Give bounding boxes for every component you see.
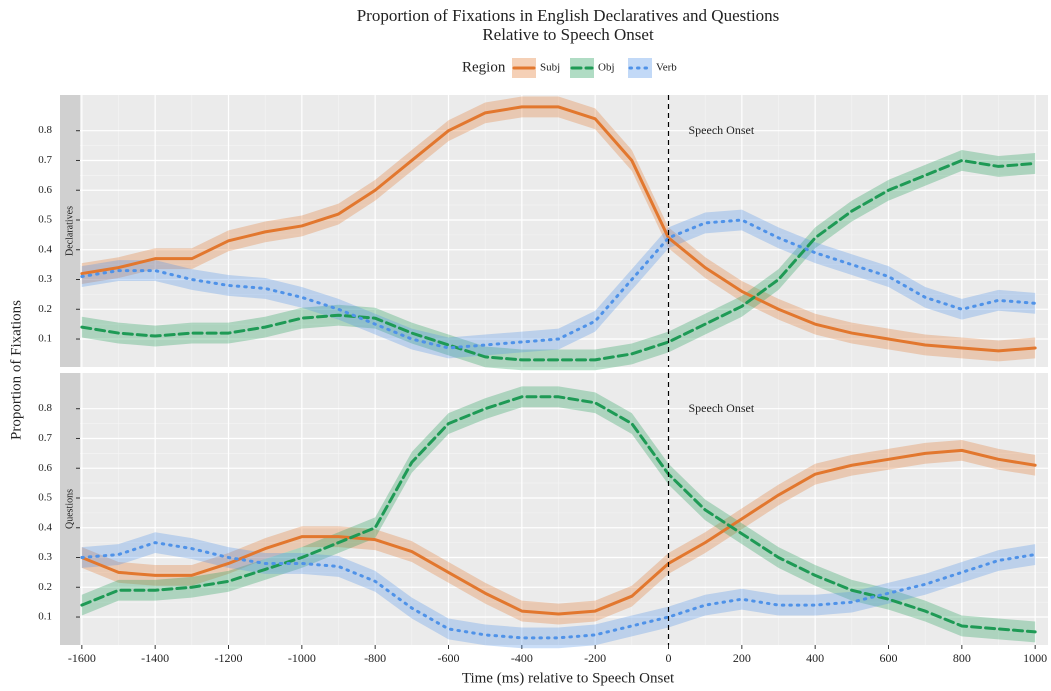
x-tick-label: -1400 bbox=[141, 651, 169, 665]
x-tick-label: 400 bbox=[806, 651, 824, 665]
x-tick-label: 0 bbox=[666, 651, 672, 665]
y-tick-label: 0.3 bbox=[38, 551, 52, 563]
y-tick-label: 0.8 bbox=[38, 402, 52, 414]
chart-subtitle: Relative to Speech Onset bbox=[482, 25, 654, 44]
facet-label: Questions bbox=[64, 489, 75, 529]
y-tick-label: 0.8 bbox=[38, 124, 52, 136]
ribbon bbox=[81, 532, 1036, 649]
series-line bbox=[80, 395, 1037, 634]
y-tick-label: 0.6 bbox=[38, 462, 52, 474]
facet-label: Declaratives bbox=[64, 206, 75, 256]
ribbon bbox=[81, 96, 1036, 362]
legend-label: Obj bbox=[598, 62, 615, 74]
legend-label: Subj bbox=[540, 62, 560, 74]
y-tick-label: 0.7 bbox=[38, 154, 52, 166]
x-tick-label: -1000 bbox=[288, 651, 316, 665]
series-line bbox=[80, 158, 1037, 362]
x-axis-title: Time (ms) relative to Speech Onset bbox=[462, 670, 675, 686]
x-tick-label: -600 bbox=[438, 651, 460, 665]
y-tick-label: 0.3 bbox=[38, 273, 52, 285]
x-tick-label: -1600 bbox=[68, 651, 96, 665]
y-tick-label: 0.1 bbox=[38, 333, 52, 345]
panel-bg bbox=[80, 95, 1048, 367]
legend-label: Verb bbox=[656, 62, 677, 74]
legend-title: Region bbox=[462, 59, 506, 75]
y-tick-label: 0.5 bbox=[38, 214, 52, 226]
x-tick-label: -1200 bbox=[215, 651, 243, 665]
x-tick-label: 800 bbox=[953, 651, 971, 665]
y-tick-label: 0.5 bbox=[38, 492, 52, 504]
x-tick-label: -400 bbox=[511, 651, 533, 665]
x-tick-label: 200 bbox=[733, 651, 751, 665]
series-line bbox=[80, 218, 1037, 350]
series-line bbox=[80, 105, 1037, 353]
y-axis-title: Proportion of Fixations bbox=[8, 300, 24, 440]
y-tick-label: 0.4 bbox=[38, 521, 52, 533]
annotation: Speech Onset bbox=[689, 401, 755, 415]
x-tick-label: 1000 bbox=[1023, 651, 1047, 665]
y-tick-label: 0.6 bbox=[38, 184, 52, 196]
x-tick-label: -200 bbox=[584, 651, 606, 665]
ribbon bbox=[81, 209, 1036, 359]
series-line bbox=[80, 448, 1037, 616]
y-tick-label: 0.1 bbox=[38, 611, 52, 623]
y-tick-label: 0.4 bbox=[38, 243, 52, 255]
chart-title: Proportion of Fixations in English Decla… bbox=[357, 6, 780, 25]
y-tick-label: 0.2 bbox=[38, 303, 52, 315]
facet-strip bbox=[60, 95, 80, 367]
annotation: Speech Onset bbox=[689, 123, 755, 137]
y-tick-label: 0.7 bbox=[38, 432, 52, 444]
facet-strip bbox=[60, 373, 80, 645]
y-tick-label: 0.2 bbox=[38, 581, 52, 593]
x-tick-label: -800 bbox=[364, 651, 386, 665]
x-tick-label: 600 bbox=[880, 651, 898, 665]
